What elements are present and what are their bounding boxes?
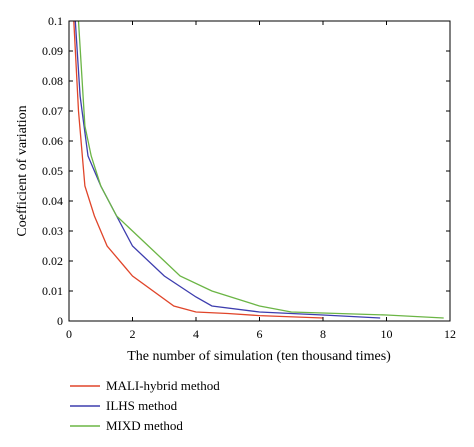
y-tick-label: 0: [57, 314, 63, 328]
y-tick-label: 0.03: [42, 224, 63, 238]
y-tick-label: 0.08: [42, 74, 63, 88]
y-tick-label: 0.06: [42, 134, 63, 148]
series-line-3: [77, 21, 444, 319]
y-tick-label: 0.04: [42, 194, 63, 208]
series-layer: [73, 21, 444, 319]
y-axis-ticks: 0 0.01 0.02 0.03 0.04 0.05 0.06 0.07 0.08 0.09 0.1: [42, 14, 450, 328]
series-line-2: [74, 21, 381, 319]
y-tick-label: 0.05: [42, 164, 63, 178]
x-axis-label: The number of simulation (ten thousand t…: [127, 349, 391, 364]
x-tick-label: 4: [193, 327, 199, 341]
legend-label-2: ILHS method: [106, 398, 178, 413]
legend-label-3: MIXD method: [106, 418, 183, 433]
x-axis-ticks: 0 2 4 6 8 10 12: [66, 21, 456, 341]
y-axis-label: Coefficient of variation: [15, 105, 30, 236]
x-tick-label: 10: [381, 327, 393, 341]
y-tick-label: 0.01: [42, 284, 63, 298]
x-tick-label: 12: [444, 327, 456, 341]
x-tick-label: 2: [130, 327, 136, 341]
x-tick-label: 6: [257, 327, 263, 341]
plot-frame: [68, 20, 451, 322]
x-tick-label: 8: [320, 327, 326, 341]
x-tick-label: 0: [66, 327, 72, 341]
y-tick-label: 0.09: [42, 44, 63, 58]
series-line-1: [73, 21, 324, 319]
y-tick-label: 0.02: [42, 254, 63, 268]
y-tick-label: 0.07: [42, 104, 63, 118]
legend-label-1: MALI-hybrid method: [106, 378, 220, 393]
legend: MALI-hybrid method ILHS method MIXD method: [70, 378, 220, 433]
y-tick-label: 0.1: [48, 14, 63, 28]
